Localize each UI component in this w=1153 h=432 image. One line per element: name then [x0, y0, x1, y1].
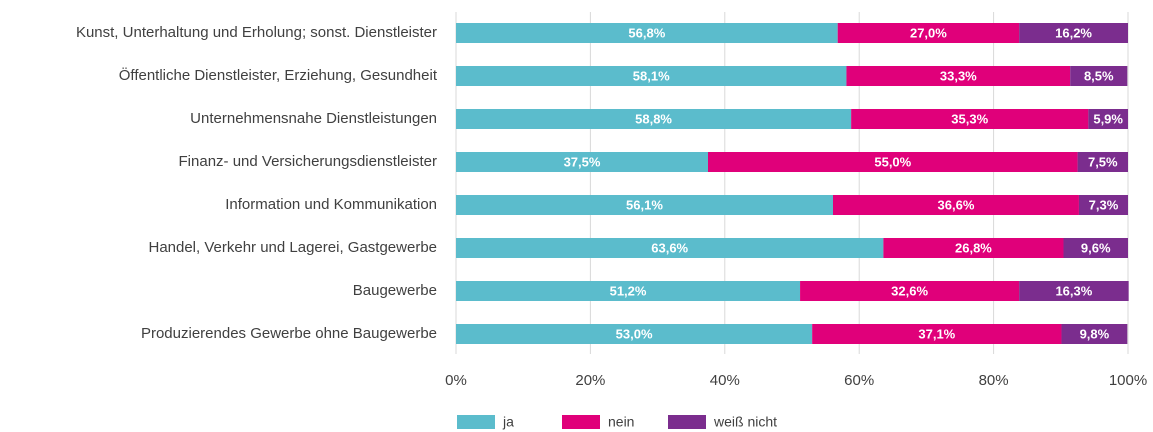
y-tick-label: Öffentliche Dienstleister, Erziehung, Ge… — [119, 66, 438, 84]
y-tick-label: Finanz- und Versicherungsdienstleister — [179, 153, 437, 170]
x-tick-label: 80% — [979, 372, 1009, 389]
bar-segment — [1070, 66, 1128, 86]
bar-segment — [1019, 23, 1128, 43]
bar-segment — [1063, 238, 1128, 258]
data-label: 58,8% — [635, 111, 672, 126]
data-label: 36,6% — [938, 197, 975, 212]
legend-swatch — [668, 415, 706, 429]
bar-segment — [832, 195, 1079, 215]
bar-segment — [456, 23, 838, 43]
data-label: 16,2% — [1055, 25, 1092, 40]
data-label: 37,5% — [564, 154, 601, 169]
bar-segment — [456, 109, 852, 129]
legend-swatch — [457, 415, 495, 429]
data-label: 8,5% — [1084, 68, 1114, 83]
bar-segment — [456, 324, 813, 344]
data-label: 37,1% — [918, 326, 955, 341]
bar-segment — [1077, 152, 1128, 172]
data-label: 27,0% — [910, 25, 947, 40]
bar-segment — [812, 324, 1062, 344]
bar-segment — [1088, 109, 1128, 129]
data-label: 16,3% — [1055, 283, 1092, 298]
data-label: 7,3% — [1089, 197, 1119, 212]
legend-label: weiß nicht — [713, 414, 777, 430]
data-label: 9,6% — [1081, 240, 1111, 255]
bar-segment — [1019, 281, 1129, 301]
data-label: 32,6% — [891, 283, 928, 298]
legend-label: nein — [608, 414, 634, 430]
bar-segment — [456, 152, 708, 172]
x-tick-label: 20% — [575, 372, 605, 389]
data-label: 5,9% — [1093, 111, 1123, 126]
bar-segment — [837, 23, 1020, 43]
bar-segment — [708, 152, 1078, 172]
data-label: 35,3% — [951, 111, 988, 126]
x-tick-label: 40% — [710, 372, 740, 389]
legend-swatch — [562, 415, 600, 429]
data-label: 56,8% — [628, 25, 665, 40]
y-tick-label: Baugewerbe — [353, 282, 437, 299]
y-tick-label: Produzierendes Gewerbe ohne Baugewerbe — [141, 325, 437, 342]
y-tick-label: Handel, Verkehr und Lagerei, Gastgewerbe — [148, 239, 437, 256]
bar-segment — [456, 281, 801, 301]
bar-segment — [1061, 324, 1128, 344]
x-tick-label: 100% — [1109, 372, 1147, 389]
bar-segment — [456, 195, 833, 215]
data-label: 7,5% — [1088, 154, 1118, 169]
data-label: 9,8% — [1080, 326, 1110, 341]
bar-segment — [851, 109, 1089, 129]
bar-segment — [456, 66, 847, 86]
data-label: 55,0% — [874, 154, 911, 169]
bar-segment — [846, 66, 1071, 86]
data-label: 63,6% — [651, 240, 688, 255]
data-label: 58,1% — [633, 68, 670, 83]
bar-segment — [883, 238, 1064, 258]
data-label: 51,2% — [610, 283, 647, 298]
bar-segment — [1078, 195, 1128, 215]
data-label: 53,0% — [616, 326, 653, 341]
x-tick-label: 60% — [844, 372, 874, 389]
legend-label: ja — [502, 414, 514, 430]
data-label: 56,1% — [626, 197, 663, 212]
y-tick-label: Unternehmensnahe Dienstleistungen — [190, 110, 437, 127]
y-tick-label: Information und Kommunikation — [225, 196, 437, 213]
y-tick-label: Kunst, Unterhaltung und Erholung; sonst.… — [76, 24, 437, 41]
x-tick-label: 0% — [445, 372, 467, 389]
data-label: 33,3% — [940, 68, 977, 83]
bar-segment — [800, 281, 1020, 301]
bar-segment — [456, 238, 884, 258]
data-label: 26,8% — [955, 240, 992, 255]
